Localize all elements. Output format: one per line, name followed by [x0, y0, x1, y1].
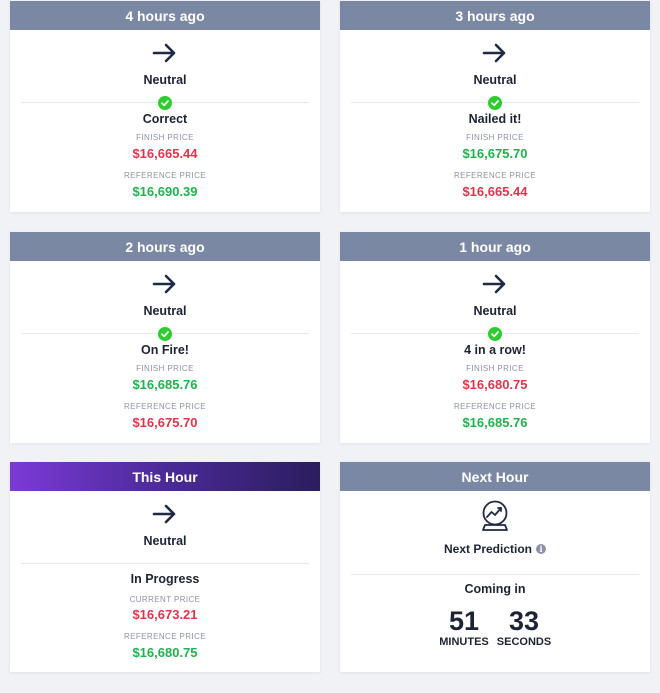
arrow-right-icon — [10, 504, 320, 524]
current-price-label: CURRENT PRICE — [129, 595, 201, 604]
card-header: 2 hours ago — [10, 232, 320, 261]
reference-price-value: $16,690.39 — [132, 184, 198, 199]
check-circle-icon — [158, 327, 172, 341]
result-label: 4 in a row! — [464, 343, 526, 357]
prediction-card-3h: 3 hours ago Neutral Nailed it! FINISH PR… — [340, 1, 650, 212]
card-header: 3 hours ago — [340, 1, 650, 30]
card-header: 4 hours ago — [10, 1, 320, 30]
direction-label: Neutral — [473, 73, 517, 87]
result-label: Nailed it! — [468, 112, 522, 126]
next-prediction: Next Prediction i — [340, 542, 650, 556]
minutes-value: 51 — [448, 606, 480, 636]
minutes-countdown: 51 MINUTES — [434, 606, 494, 648]
reference-price-value: $16,675.70 — [132, 415, 198, 430]
card-header: Next Hour — [340, 462, 650, 491]
reference-price-label: REFERENCE PRICE — [453, 171, 536, 180]
finish-price-value: $16,680.75 — [462, 377, 528, 392]
card-header: 1 hour ago — [340, 232, 650, 261]
reference-price-label: REFERENCE PRICE — [123, 171, 206, 180]
arrow-right-icon — [340, 274, 650, 294]
seconds-value: 33 — [508, 606, 540, 636]
next-prediction-label: Next Prediction — [443, 542, 533, 556]
direction-label: Neutral — [143, 73, 187, 87]
current-price-value: $16,673.21 — [132, 607, 198, 622]
arrow-right-icon — [340, 43, 650, 63]
finish-price-value: $16,665.44 — [132, 146, 198, 161]
finish-price-label: FINISH PRICE — [466, 133, 524, 142]
finish-price-value: $16,675.70 — [462, 146, 528, 161]
card-header: This Hour — [10, 462, 320, 491]
seconds-label: SECONDS — [496, 636, 552, 648]
prediction-card-1h: 1 hour ago Neutral 4 in a row! FINISH PR… — [340, 232, 650, 443]
prediction-card-current: This Hour Neutral In Progress CURRENT PR… — [10, 462, 320, 672]
result-label: On Fire! — [141, 343, 189, 357]
finish-price-value: $16,685.76 — [132, 377, 198, 392]
finish-price-label: FINISH PRICE — [466, 364, 524, 373]
minutes-label: MINUTES — [439, 636, 489, 648]
reference-price-value: $16,665.44 — [462, 184, 528, 199]
finish-price-label: FINISH PRICE — [136, 133, 194, 142]
reference-price-label: REFERENCE PRICE — [123, 402, 206, 411]
info-icon[interactable]: i — [536, 544, 547, 554]
crystal-ball-icon — [480, 499, 510, 538]
check-circle-icon — [488, 327, 502, 341]
direction-label: Neutral — [143, 534, 187, 548]
result-label: Correct — [142, 112, 188, 126]
prediction-card-4h: 4 hours ago Neutral Correct FINISH PRICE… — [10, 1, 320, 212]
coming-in-label: Coming in — [464, 582, 526, 596]
status-label: In Progress — [130, 572, 200, 586]
reference-price-label: REFERENCE PRICE — [123, 632, 206, 641]
arrow-right-icon — [10, 274, 320, 294]
divider — [21, 563, 309, 564]
direction-label: Neutral — [473, 304, 517, 318]
divider — [351, 574, 639, 575]
seconds-countdown: 33 SECONDS — [494, 606, 554, 648]
direction-label: Neutral — [143, 304, 187, 318]
arrow-right-icon — [10, 43, 320, 63]
prediction-card-next: Next Hour Next Prediction i Coming in 51… — [340, 462, 650, 672]
finish-price-label: FINISH PRICE — [136, 364, 194, 373]
reference-price-label: REFERENCE PRICE — [453, 402, 536, 411]
prediction-card-2h: 2 hours ago Neutral On Fire! FINISH PRIC… — [10, 232, 320, 443]
check-circle-icon — [488, 96, 502, 110]
check-circle-icon — [158, 96, 172, 110]
reference-price-value: $16,685.76 — [462, 415, 528, 430]
reference-price-value: $16,680.75 — [132, 645, 198, 660]
